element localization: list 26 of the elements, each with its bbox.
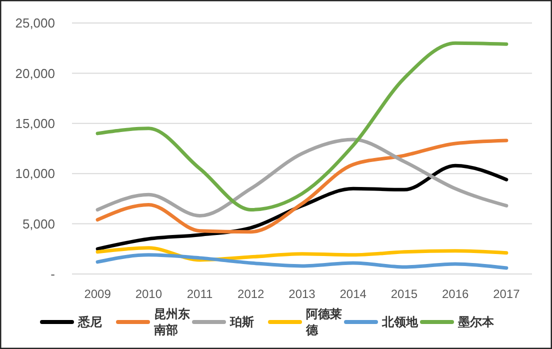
legend-label: 珀斯 <box>229 315 254 330</box>
x-tick-label: 2009 <box>84 287 112 302</box>
x-tick-label: 2015 <box>390 287 418 302</box>
x-tick-label: 2012 <box>238 287 265 302</box>
y-tick-label: 15,000 <box>15 116 55 131</box>
legend-label: 昆州东南部 <box>153 307 190 337</box>
line-series <box>96 246 508 262</box>
x-tick-label: 2014 <box>340 287 367 302</box>
legend-label: 墨尔本 <box>457 315 495 330</box>
legend-label: 阿德莱德 <box>305 307 342 337</box>
x-tick-label: 2011 <box>186 287 213 302</box>
y-tick-label: 5,000 <box>22 216 55 232</box>
x-tick-label: 2010 <box>135 287 162 302</box>
line-series <box>96 138 508 218</box>
y-tick-label: 10,000 <box>15 166 55 182</box>
y-tick-label: 25,000 <box>15 16 55 31</box>
y-tick-label: - <box>50 266 55 282</box>
x-tick-label: 2016 <box>442 287 470 302</box>
line-series <box>96 41 508 212</box>
line-series <box>96 138 508 234</box>
x-tick-label: 2013 <box>288 287 316 302</box>
x-tick-label: 2017 <box>493 287 520 302</box>
legend-label: 北领地 <box>381 315 419 330</box>
y-tick-label: 20,000 <box>15 66 55 81</box>
line-series <box>96 253 508 270</box>
legend-label: 悉尼 <box>77 315 102 330</box>
